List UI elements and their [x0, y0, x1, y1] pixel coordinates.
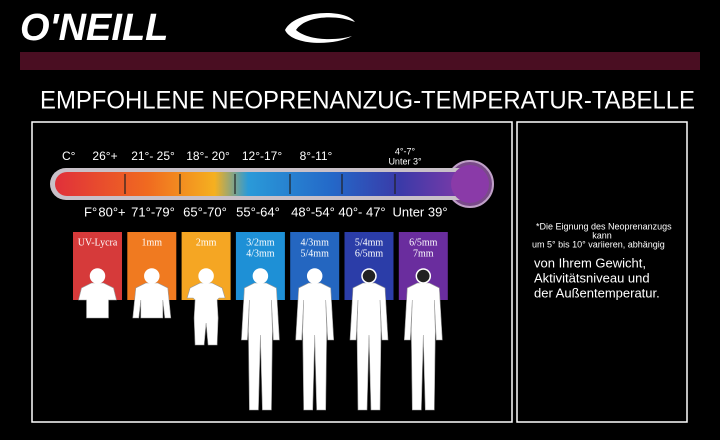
celsius-label: Unter 3°	[388, 156, 422, 166]
column-label: 3/2mm	[246, 237, 275, 248]
celsius-label: 4°-7°	[395, 146, 416, 156]
wetsuit-figure	[186, 282, 226, 346]
column-label: UV-Lycra	[78, 237, 118, 248]
column-label: 6/5mm	[409, 237, 438, 248]
column-label: 4/3mm	[246, 248, 275, 259]
column-label: 1mm	[142, 237, 163, 248]
column-label: 2mm	[196, 237, 217, 248]
chart-box	[31, 121, 513, 423]
wetsuit-figure	[132, 282, 172, 319]
note-large: der Außentemperatur.	[534, 285, 660, 300]
celsius-label: 8°-11°	[300, 149, 333, 163]
column-label: 5/4mm	[355, 237, 384, 248]
column-label: 6/5mm	[355, 248, 384, 259]
wetsuit-head	[252, 268, 269, 284]
brand-logo: O'NEILL	[20, 7, 168, 49]
fahrenheit-label: 48°-54°	[291, 204, 335, 219]
fahrenheit-label: 40°- 47°	[338, 204, 385, 219]
fahrenheit-label: Unter 39°	[392, 204, 447, 219]
celsius-label: 18°- 20°	[186, 149, 230, 163]
note-large: von Ihrem Gewicht,	[534, 255, 646, 270]
celsius-label: 12°-17°	[242, 149, 282, 163]
thermometer	[50, 160, 494, 208]
note-small: um 5° bis 10° variieren, abhängig	[532, 239, 665, 249]
fahrenheit-label: 65°-70°	[183, 204, 227, 219]
note-small: kann	[592, 230, 612, 240]
fahrenheit-unit: F°	[84, 204, 97, 219]
wetsuit-head	[306, 268, 323, 284]
celsius-label: 26°+	[92, 149, 117, 163]
fahrenheit-label: 71°-79°	[131, 204, 175, 219]
wetsuit-figure	[295, 282, 335, 411]
wetsuit-head	[89, 268, 106, 284]
column-label: 7mm	[413, 248, 434, 259]
page-title: EMPFOHLENE NEOPRENANZUG-TEMPERATUR-TABEL…	[40, 87, 695, 115]
wetsuit-head	[361, 268, 377, 284]
header-bar	[20, 52, 700, 70]
wetsuit-head	[198, 268, 214, 284]
column-label: 5/4mm	[301, 248, 330, 259]
fahrenheit-label: 80°+	[98, 204, 125, 219]
wetsuit-head	[415, 268, 432, 284]
wetsuit-figure	[78, 282, 117, 319]
note-small: *Die Eignung des Neoprenanzugs	[536, 221, 672, 231]
wetsuit-figure	[403, 282, 443, 411]
wetsuit-head	[144, 268, 160, 284]
fahrenheit-label: 55°-64°	[236, 204, 280, 219]
note-large: Aktivitätsniveau und	[534, 270, 650, 285]
column-label: 4/3mm	[301, 237, 330, 248]
note-box	[516, 121, 688, 423]
wetsuit-figure	[349, 282, 389, 411]
wave-logo	[285, 12, 355, 43]
celsius-label: 21°- 25°	[131, 149, 175, 163]
wetsuit-figure	[241, 282, 280, 411]
celsius-unit: C°	[62, 149, 76, 163]
